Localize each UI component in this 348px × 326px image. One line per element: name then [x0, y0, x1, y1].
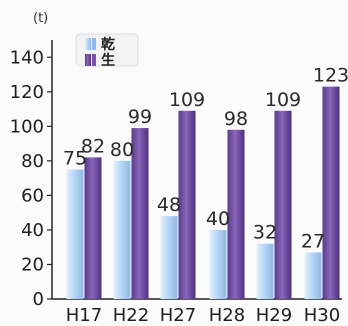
y-tick-label-2: 40 — [21, 220, 44, 241]
legend: 乾 生 — [75, 33, 139, 69]
x-category-label-1: H22 — [113, 305, 149, 326]
x-category-label-5: H30 — [304, 305, 340, 326]
x-category-label-2: H27 — [160, 305, 196, 326]
x-category-label-3: H28 — [209, 305, 245, 326]
value-label-dry-H28: 40 — [206, 208, 230, 230]
legend-swatch-wet-edge — [92, 54, 96, 66]
bar-dry-H22 — [113, 160, 131, 299]
value-label-dry-H29: 32 — [253, 222, 277, 244]
bar-wet-H29 — [274, 110, 292, 299]
value-label-dry-H30: 27 — [301, 230, 325, 252]
y-tick-label-1: 20 — [21, 254, 44, 275]
value-label-wet-H28: 98 — [224, 108, 248, 130]
x-category-label-0: H17 — [66, 305, 102, 326]
bar-dry-H27 — [160, 216, 178, 299]
legend-label-dry: 乾 — [101, 36, 115, 53]
y-tick-label-7: 140 — [10, 47, 44, 68]
legend-swatch-dry-edge — [92, 38, 96, 50]
bars — [66, 86, 340, 300]
value-label-wet-H27: 109 — [169, 89, 205, 111]
y-ticks: 0 20 40 60 80 100 120 140 — [10, 47, 52, 310]
value-label-dry-H17: 75 — [63, 148, 87, 170]
legend-swatch-dry — [85, 38, 91, 50]
bar-dry-H17 — [66, 169, 84, 299]
legend-label-wet: 生 — [101, 52, 115, 69]
value-label-wet-H22: 99 — [128, 106, 152, 128]
x-labels: H17 H22 H27 H28 H29 H30 — [66, 305, 340, 326]
legend-box — [75, 33, 139, 67]
y-tick-label-3: 60 — [21, 185, 44, 206]
y-tick-label-6: 120 — [10, 82, 44, 103]
bar-dry-H29 — [256, 243, 274, 299]
bar-dry-H28 — [209, 229, 227, 299]
bar-wet-H22 — [131, 128, 149, 299]
bar-wet-H30 — [322, 86, 340, 300]
bar-wet-H27 — [178, 110, 196, 299]
y-tick-label-0: 0 — [33, 289, 44, 310]
value-label-wet-H17: 82 — [81, 135, 105, 157]
unit-label: (t) — [33, 11, 48, 26]
value-label-dry-H27: 48 — [157, 194, 181, 216]
legend-swatch-wet — [85, 54, 91, 66]
value-label-wet-H30: 123 — [313, 65, 348, 87]
value-label-wet-H29: 109 — [265, 89, 301, 111]
y-tick-label-4: 80 — [21, 151, 44, 172]
bar-wet-H17 — [84, 157, 102, 299]
value-label-dry-H22: 80 — [110, 139, 134, 161]
y-tick-label-5: 100 — [10, 116, 44, 137]
bar-dry-H30 — [304, 252, 322, 299]
bar-wet-H28 — [227, 129, 245, 299]
x-category-label-4: H29 — [256, 305, 292, 326]
